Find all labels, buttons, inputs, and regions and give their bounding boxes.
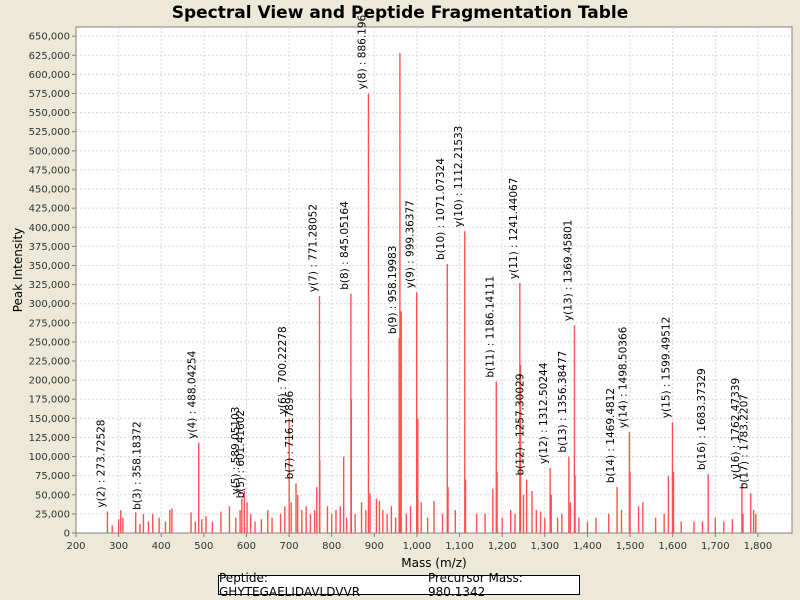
x-tick-label: 1,300 (530, 541, 559, 552)
x-tick-label: 1,500 (616, 541, 645, 552)
y-tick-label: 150,000 (29, 414, 70, 425)
peak-label: b(14) : 1469.4812 (605, 388, 617, 483)
x-tick-label: 200 (66, 541, 85, 552)
peptide-info-box: Peptide: GHYTEGAELIDAVLDVVR Precursor Ma… (218, 571, 580, 599)
grid-lines (76, 27, 792, 533)
peak-label: y(7) : 771.28052 (307, 204, 319, 292)
peak-label: y(15) : 1599.49512 (660, 317, 672, 418)
x-tick-label: 800 (322, 541, 341, 552)
peak-label: b(8) : 845.05164 (339, 201, 351, 290)
x-tick-label: 1,700 (701, 541, 730, 552)
peak-label: y(13) : 1369.45801 (562, 220, 574, 321)
peak-label: b(13) : 1356.38477 (557, 351, 569, 453)
x-tick-label: 300 (109, 541, 128, 552)
peak-label: b(5) : 601.41602 (235, 410, 247, 499)
peak-labels: y(2) : 273.72528 b(3) : 358.18372 y(4) : 4… (95, 14, 750, 509)
y-tick-label: 575,000 (29, 89, 70, 100)
peak-label: y(12) : 1312.50244 (538, 362, 550, 464)
precursor-mass: Precursor Mass: 980.1342 (427, 571, 523, 599)
y-tick-label: 225,000 (29, 357, 70, 368)
y-tick-label: 250,000 (29, 337, 70, 348)
y-tick-label: 325,000 (29, 280, 70, 291)
y-tick-label: 175,000 (29, 395, 70, 406)
peak-label: y(10) : 1112.21533 (453, 126, 465, 227)
x-tick-label: 500 (194, 541, 213, 552)
peak-label: y(11) : 1241.44067 (508, 178, 520, 279)
peak-label: y(9) : 999.36377 (405, 200, 417, 288)
y-tick-label: 75,000 (35, 471, 70, 482)
y-tick-label: 100,000 (29, 452, 70, 463)
y-tick-label: 400,000 (29, 223, 70, 234)
plot-area (75, 26, 793, 534)
x-tick-label: 700 (280, 541, 299, 552)
peak-label: b(3) : 358.18372 (131, 421, 143, 510)
x-tick-label: 1,100 (445, 541, 474, 552)
y-tick-label: 650,000 (29, 32, 70, 43)
y-tick-label: 300,000 (29, 299, 70, 310)
peak-label: b(17) : 1783.2207 (739, 394, 751, 489)
x-tick-label: 900 (365, 541, 384, 552)
y-tick-label: 350,000 (29, 261, 70, 272)
y-tick-label: 625,000 (29, 51, 70, 62)
x-tick-label: 1,800 (744, 541, 773, 552)
y-tick-label: 550,000 (29, 108, 70, 119)
x-tick-label: 600 (237, 541, 256, 552)
peak-label: b(16) : 1683.37329 (696, 368, 708, 470)
y-tick-label: 125,000 (29, 433, 70, 444)
peak-label: b(11) : 1186.14111 (484, 276, 496, 378)
peak-label: y(5) : 589.05103 (230, 407, 242, 495)
y-tick-label: 500,000 (29, 146, 70, 157)
y-tick-label: 475,000 (29, 165, 70, 176)
y-tick-label: 0 (64, 529, 70, 540)
peak-label: y(6) : 700.22278 (277, 326, 289, 414)
y-tick-label: 425,000 (29, 204, 70, 215)
peak-label: b(7) : 716.17896 (284, 390, 296, 479)
peak-bars (106, 52, 757, 533)
y-tick-label: 525,000 (29, 127, 70, 138)
y-tick-label: 450,000 (29, 185, 70, 196)
y-tick-label: 275,000 (29, 318, 70, 329)
chart-title: Spectral View and Peptide Fragmentation … (171, 3, 629, 23)
x-tick-label: 1,600 (658, 541, 687, 552)
peak-label: b(9) : 958.19983 (387, 246, 399, 335)
peak-label: y(2) : 273.72528 (95, 420, 107, 508)
y-tick-label: 600,000 (29, 70, 70, 81)
x-tick-label: 1,000 (403, 541, 432, 552)
x-tick-label: 1,200 (488, 541, 517, 552)
x-axis-ticks: 200 300 400 500 600 700 800 900 1,000 1,100 1,200 1… (66, 533, 772, 552)
peptide-sequence: Peptide: GHYTEGAELIDAVLDVVR (219, 571, 361, 599)
x-tick-label: 1,400 (573, 541, 602, 552)
y-tick-label: 200,000 (29, 376, 70, 387)
y-tick-label: 375,000 (29, 242, 70, 253)
peak-label: y(14) : 1498.50366 (617, 326, 629, 428)
peak-label: y(16) : 1762.47339 (730, 378, 742, 479)
y-axis-label: Peak Intensity (11, 228, 25, 313)
peak-label: b(12) : 1257.30029 (515, 374, 527, 476)
y-axis-ticks: 0 25,000 50,000 75,000 100,000 125,000 150,000… (29, 32, 76, 540)
x-tick-label: 400 (152, 541, 171, 552)
peak-label: b(10) : 1071.07324 (435, 158, 447, 260)
y-tick-label: 50,000 (35, 490, 70, 501)
y-tick-label: 25,000 (35, 509, 70, 520)
peak-label: y(8) : 886.196 (356, 14, 368, 89)
x-axis-label: Mass (m/z) (401, 556, 466, 570)
peak-label: y(4) : 488.04254 (187, 350, 199, 438)
